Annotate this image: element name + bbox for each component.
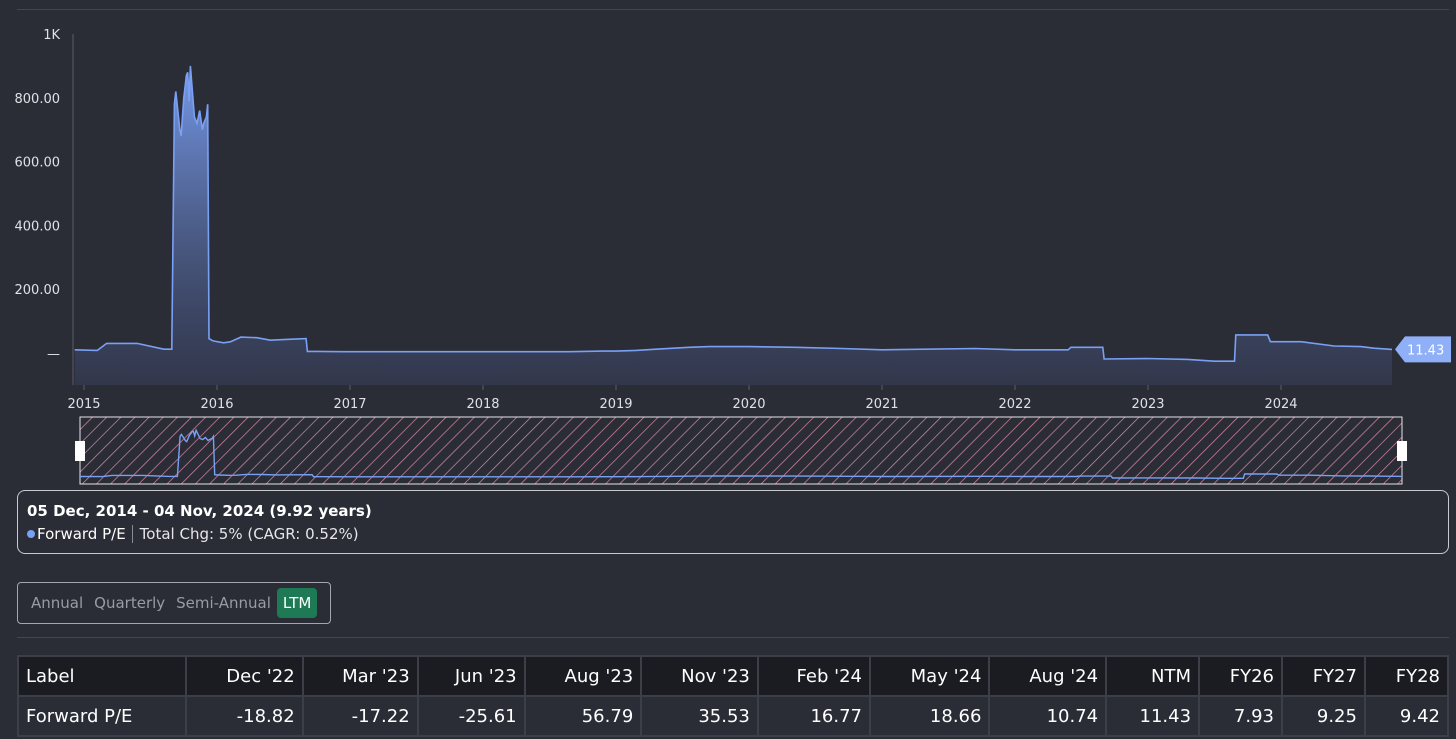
range-navigator[interactable] [75, 416, 1407, 485]
table-cell: 10.74 [988, 695, 1108, 737]
table-cell: 16.77 [756, 695, 871, 737]
table-cell: 56.79 [523, 695, 643, 737]
table-cell: 18.66 [868, 695, 991, 737]
header-fy26: FY26 [1198, 655, 1283, 697]
pe-chart: 1K 800.00 600.00 400.00 200.00 — 2015 2016 2017… [15, 28, 1451, 485]
x-tick-label: 2021 [865, 397, 898, 412]
table-cell: 9.25 [1281, 695, 1366, 737]
table-cell: 35.53 [640, 695, 759, 737]
series-summary: Forward P/E Total Chg: 5% (CAGR: 0.52%) [27, 525, 1439, 543]
x-tick-label: 2024 [1264, 397, 1297, 412]
header-aug-24: Aug '24 [988, 655, 1108, 697]
table-cell: -25.61 [416, 695, 526, 737]
top-divider [17, 9, 1449, 10]
y-tick-label: 800.00 [15, 92, 61, 107]
x-tick-label: 2018 [466, 397, 499, 412]
navigator-series-line [79, 428, 1403, 479]
header-ntm: NTM [1105, 655, 1201, 697]
pe-table: Label Dec '22 Mar '23 Jun '23 Aug '23 No… [16, 655, 1450, 737]
x-tick-label: 2017 [333, 397, 366, 412]
table-row: Forward P/E -18.82 -17.22 -25.61 56.79 3… [16, 695, 1450, 737]
y-tick-label: 200.00 [15, 283, 61, 298]
last-value-label: 11.43 [1407, 343, 1444, 358]
header-fy28: FY28 [1363, 655, 1450, 697]
header-may-24: May '24 [868, 655, 991, 697]
table-cell: -17.22 [301, 695, 419, 737]
table-cell: 11.43 [1105, 695, 1201, 737]
table-cell: 9.42 [1363, 695, 1450, 737]
table-cell: 7.93 [1198, 695, 1283, 737]
series-area-forward-pe [74, 65, 1393, 386]
table-header-row: Label Dec '22 Mar '23 Jun '23 Aug '23 No… [16, 655, 1450, 697]
header-fy27: FY27 [1281, 655, 1366, 697]
navigator-left-handle[interactable] [75, 441, 85, 461]
series-name: Forward P/E [37, 525, 133, 543]
x-tick-labels: 2015 2016 2017 2018 2019 2020 2021 2022 2023 2024 [67, 385, 1298, 412]
series-line-forward-pe [74, 65, 1393, 362]
y-tick-label: — [47, 347, 60, 362]
x-tick-label: 2022 [998, 397, 1031, 412]
table-cell: -18.82 [185, 695, 304, 737]
header-mar-23: Mar '23 [301, 655, 419, 697]
header-label: Label [16, 655, 188, 697]
header-dec-22: Dec '22 [185, 655, 304, 697]
period-quarterly-button[interactable]: Quarterly [94, 594, 166, 612]
table-cell: Forward P/E [16, 695, 188, 737]
x-tick-label: 2016 [200, 397, 233, 412]
period-annual-button[interactable]: Annual [31, 594, 84, 612]
x-tick-label: 2015 [67, 397, 100, 412]
y-tick-label: 600.00 [15, 156, 61, 171]
period-ltm-button[interactable]: LTM [276, 588, 318, 618]
header-nov-23: Nov '23 [640, 655, 759, 697]
section-divider [17, 637, 1449, 638]
y-tick-label: 400.00 [15, 219, 61, 234]
period-selector: Annual Quarterly Semi-Annual LTM [17, 582, 331, 624]
series-dot-icon [27, 530, 35, 538]
x-tick-label: 2020 [732, 397, 765, 412]
x-tick-label: 2019 [599, 397, 632, 412]
period-semi-annual-button[interactable]: Semi-Annual [176, 594, 271, 612]
y-tick-label: 1K [43, 28, 60, 43]
total-change: Total Chg: 5% (CAGR: 0.52%) [139, 525, 359, 543]
header-jun-23: Jun '23 [416, 655, 526, 697]
y-tick-labels: 1K 800.00 600.00 400.00 200.00 — [15, 28, 61, 362]
header-aug-23: Aug '23 [523, 655, 643, 697]
x-tick-label: 2023 [1131, 397, 1164, 412]
header-feb-24: Feb '24 [756, 655, 871, 697]
last-value-badge: 11.43 [1395, 336, 1451, 363]
navigator-right-handle[interactable] [1397, 441, 1407, 461]
range-summary: 05 Dec, 2014 - 04 Nov, 2024 (9.92 years)… [17, 490, 1449, 554]
date-range: 05 Dec, 2014 - 04 Nov, 2024 (9.92 years) [27, 502, 372, 520]
